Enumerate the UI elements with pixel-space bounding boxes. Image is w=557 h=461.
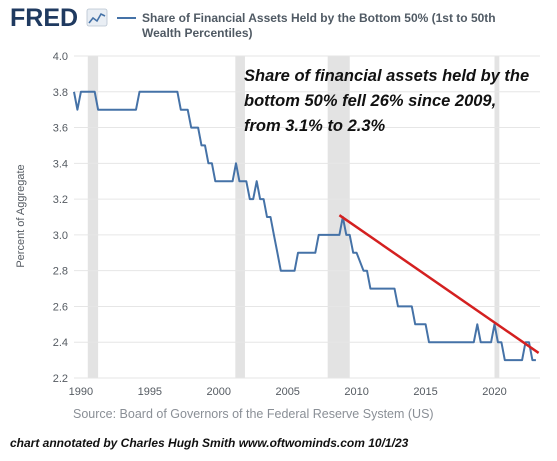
y-tick-label: 2.6	[53, 301, 68, 313]
x-axis-ticks: 1990 1995 2000 2005 2010 2015 2020	[69, 386, 507, 398]
x-tick-label: 1995	[138, 386, 162, 398]
y-axis-ticks: 2.2 2.4 2.6 2.8 3.0 3.2 3.4 3.6 3.8 4.0	[53, 51, 68, 385]
y-tick-label: 3.2	[53, 194, 68, 206]
legend-label-line-1: Share of Financial Assets Held by the Bo…	[142, 11, 496, 25]
credit-text: chart annotated by Charles Hugh Smith ww…	[10, 436, 409, 450]
y-axis-title: Percent of Aggregate	[15, 164, 27, 267]
series-line	[73, 90, 536, 362]
y-tick-label: 3.8	[53, 87, 68, 99]
recession-band-2	[327, 56, 350, 378]
trend-line-annotation	[338, 214, 540, 354]
y-tick-label: 2.4	[53, 337, 68, 349]
y-tick-label: 3.6	[53, 123, 68, 135]
fred-logo: FRED	[10, 4, 108, 32]
legend: Share of Financial Assets Held by the Bo…	[117, 11, 496, 40]
annotation-line-2: bottom 50% fell 26% since 2009,	[244, 92, 496, 110]
x-tick-label: 2005	[275, 386, 299, 398]
source-text: Source: Board of Governors of the Federa…	[73, 407, 434, 421]
fred-logo-text: FRED	[10, 4, 78, 32]
recession-band-0	[87, 56, 99, 378]
annotation-line-3: from 3.1% to 2.3%	[244, 117, 386, 135]
recession-bands	[87, 56, 500, 378]
fred-logo-graph-icon	[86, 8, 108, 27]
y-tick-label: 4.0	[53, 51, 68, 63]
x-tick-label: 1990	[69, 386, 93, 398]
recession-band-3	[494, 56, 500, 378]
x-tick-label: 2020	[482, 386, 506, 398]
x-tick-label: 2010	[344, 386, 368, 398]
x-tick-label: 2015	[413, 386, 437, 398]
y-tick-label: 3.4	[53, 158, 68, 170]
recession-band-1	[235, 56, 245, 378]
plot-area: 2.2 2.4 2.6 2.8 3.0 3.2 3.4 3.6 3.8 4.0 1990 1995 2…	[53, 51, 540, 398]
legend-label-line-2: Wealth Percentiles)	[142, 26, 252, 40]
annotation-line-1: Share of financial assets held by the	[244, 67, 529, 85]
x-tick-label: 2000	[207, 386, 231, 398]
annotation-text: Share of financial assets held by the bo…	[244, 67, 529, 135]
y-tick-label: 3.0	[53, 230, 68, 242]
y-tick-label: 2.8	[53, 266, 68, 278]
y-tick-label: 2.2	[53, 373, 68, 385]
